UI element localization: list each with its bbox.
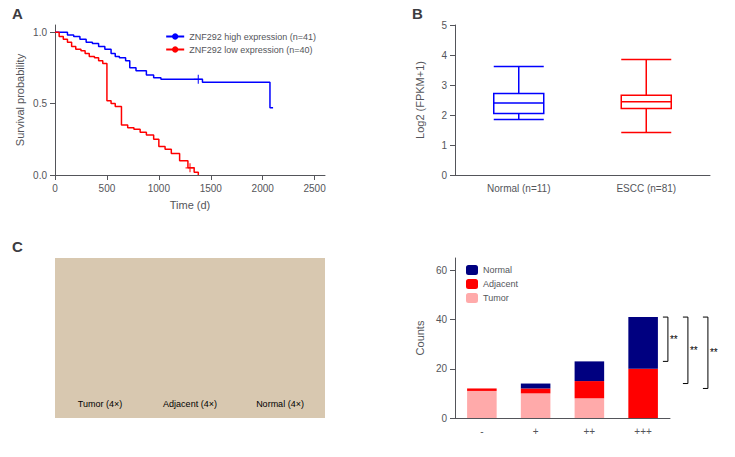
svg-text:2500: 2500 [303, 183, 326, 194]
svg-text:0.5: 0.5 [33, 98, 47, 109]
svg-text:-: - [480, 426, 483, 437]
svg-text:3: 3 [441, 80, 447, 91]
svg-text:500: 500 [99, 183, 116, 194]
svg-text:1000: 1000 [148, 183, 171, 194]
svg-text:0: 0 [52, 183, 58, 194]
svg-text:ZNF292 low expression (n=40): ZNF292 low expression (n=40) [189, 45, 312, 55]
svg-text:0: 0 [441, 413, 447, 424]
svg-text:1: 1 [441, 140, 447, 151]
svg-text:40: 40 [436, 314, 448, 325]
svg-text:60: 60 [436, 265, 448, 276]
svg-text:B: B [412, 5, 423, 22]
svg-text:0.0: 0.0 [33, 170, 47, 181]
svg-text:1.0: 1.0 [33, 27, 47, 38]
svg-text:**: ** [690, 345, 698, 356]
svg-text:4: 4 [441, 50, 447, 61]
svg-text:2000: 2000 [252, 183, 275, 194]
svg-text:ESCC (n=81): ESCC (n=81) [616, 183, 676, 194]
svg-text:+: + [533, 426, 539, 437]
svg-text:Adjacent: Adjacent [483, 279, 519, 289]
svg-text:C: C [12, 238, 23, 255]
svg-text:A: A [12, 5, 23, 22]
svg-text:20: 20 [436, 363, 448, 374]
svg-text:Log2 (FPKM+1): Log2 (FPKM+1) [414, 61, 426, 139]
svg-text:0: 0 [441, 170, 447, 181]
svg-text:Time (d): Time (d) [170, 199, 211, 211]
svg-text:Normal: Normal [483, 265, 512, 275]
svg-text:++: ++ [584, 426, 596, 437]
svg-text:2: 2 [441, 110, 447, 121]
svg-text:ZNF292 high expression (n=41): ZNF292 high expression (n=41) [189, 32, 316, 42]
svg-text:Counts: Counts [414, 320, 426, 355]
svg-text:**: ** [710, 347, 718, 358]
svg-text:1500: 1500 [200, 183, 223, 194]
svg-text:Tumor (4×): Tumor (4×) [78, 399, 122, 409]
svg-text:Normal (n=11): Normal (n=11) [487, 183, 550, 194]
svg-text:Tumor: Tumor [483, 293, 509, 303]
svg-text:Adjacent (4×): Adjacent (4×) [163, 399, 217, 409]
svg-text:+++: +++ [634, 426, 652, 437]
svg-text:5: 5 [441, 20, 447, 31]
svg-text:**: ** [670, 334, 678, 345]
svg-text:Survival probability: Survival probability [14, 53, 26, 146]
svg-text:Normal (4×): Normal (4×) [256, 399, 304, 409]
